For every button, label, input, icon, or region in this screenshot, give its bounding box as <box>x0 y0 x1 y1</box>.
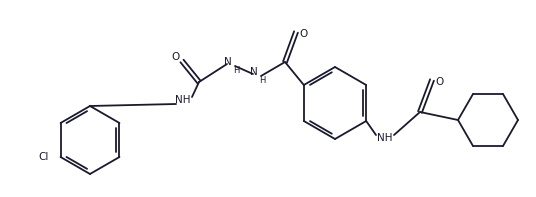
Text: H: H <box>233 65 239 74</box>
Text: Cl: Cl <box>38 152 49 162</box>
Text: NH: NH <box>377 133 393 143</box>
Text: H: H <box>259 75 265 85</box>
Text: O: O <box>171 52 179 62</box>
Text: N: N <box>250 67 258 77</box>
Text: O: O <box>435 77 443 87</box>
Text: N: N <box>224 57 232 67</box>
Text: NH: NH <box>175 95 191 105</box>
Text: O: O <box>299 29 307 39</box>
